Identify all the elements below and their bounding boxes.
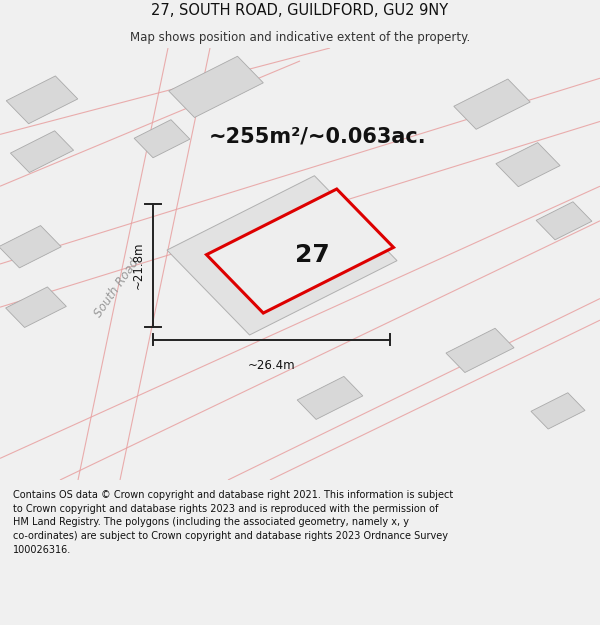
Polygon shape: [134, 120, 190, 158]
Polygon shape: [0, 226, 61, 268]
Polygon shape: [297, 376, 363, 419]
Polygon shape: [6, 76, 78, 124]
Polygon shape: [167, 176, 397, 335]
Polygon shape: [496, 142, 560, 187]
Text: ~21.8m: ~21.8m: [131, 241, 145, 289]
Text: 27, SOUTH ROAD, GUILDFORD, GU2 9NY: 27, SOUTH ROAD, GUILDFORD, GU2 9NY: [151, 3, 449, 18]
Polygon shape: [206, 189, 394, 313]
Polygon shape: [536, 202, 592, 240]
Polygon shape: [10, 131, 74, 173]
Polygon shape: [169, 56, 263, 118]
Text: South Road: South Road: [92, 256, 142, 319]
Text: 27: 27: [295, 243, 329, 268]
Text: Map shows position and indicative extent of the property.: Map shows position and indicative extent…: [130, 31, 470, 44]
Text: Contains OS data © Crown copyright and database right 2021. This information is : Contains OS data © Crown copyright and d…: [13, 490, 454, 554]
Polygon shape: [531, 392, 585, 429]
Text: ~255m²/~0.063ac.: ~255m²/~0.063ac.: [209, 126, 427, 146]
Polygon shape: [446, 328, 514, 372]
Polygon shape: [5, 287, 67, 328]
Polygon shape: [454, 79, 530, 129]
Text: ~26.4m: ~26.4m: [248, 359, 295, 372]
